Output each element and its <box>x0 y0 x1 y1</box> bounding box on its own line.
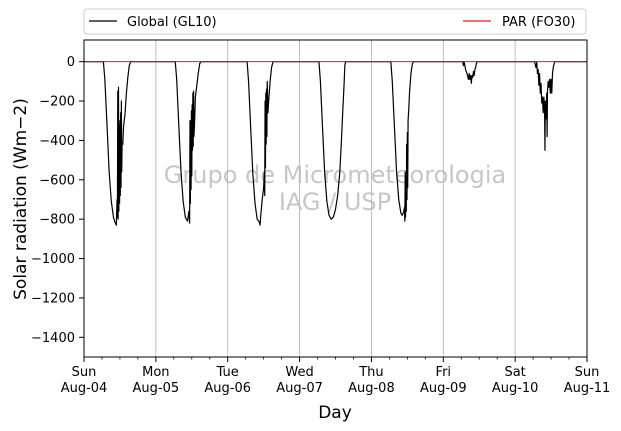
x-tick-label-day: Sat <box>504 365 525 380</box>
x-tick-label-date: Aug-10 <box>492 381 539 396</box>
x-gridlines <box>155 40 516 357</box>
watermark-line-1: Grupo de Micrometeorologia <box>164 161 506 189</box>
series-layer <box>84 61 587 226</box>
x-tick-label-date: Aug-06 <box>204 381 251 396</box>
x-tick-label-day: Sun <box>575 365 600 380</box>
legend: Global (GL10) PAR (FO30) <box>83 8 587 35</box>
x-tick-label-date: Aug-05 <box>133 381 180 396</box>
x-tick-label-date: Aug-09 <box>420 381 467 396</box>
x-axis-title: Day <box>318 403 352 423</box>
y-tick-label: 0 <box>67 55 75 70</box>
x-tick-label-date: Aug-11 <box>564 381 611 396</box>
y-axis-title: Solar radiation (Wm−2) <box>11 98 31 300</box>
watermark: Grupo de Micrometeorologia IAG / USP <box>164 161 506 216</box>
legend-frame <box>83 8 587 35</box>
legend-label-global: Global (GL10) <box>127 15 217 30</box>
x-tick-label-day: Thu <box>358 365 383 380</box>
y-tick-label: −600 <box>39 173 75 188</box>
x-tick-label-date: Aug-04 <box>61 381 108 396</box>
x-tick-label-day: Fri <box>436 365 452 380</box>
x-tick-label-date: Aug-08 <box>348 381 395 396</box>
x-tick-label-day: Sun <box>72 365 97 380</box>
x-tick-label-day: Tue <box>216 365 239 380</box>
y-tick-label: −400 <box>39 134 75 149</box>
x-tick-label-day: Mon <box>142 365 169 380</box>
y-tick-label: −1400 <box>31 331 75 346</box>
x-tick-label-date: Aug-07 <box>276 381 323 396</box>
legend-label-par: PAR (FO30) <box>502 15 575 30</box>
x-tick-label-day: Wed <box>285 365 313 380</box>
y-tick-label: −1000 <box>31 252 75 267</box>
y-axis: 0 −200 −400 −600 −800 −1000 −1200 −1400 <box>31 55 84 346</box>
y-tick-label: −200 <box>39 95 75 110</box>
x-axis: SunAug-04MonAug-05TueAug-06WedAug-07ThuA… <box>61 357 611 396</box>
y-tick-label: −800 <box>39 213 75 228</box>
series-line-global <box>84 61 587 226</box>
y-tick-label: −1200 <box>31 291 75 306</box>
